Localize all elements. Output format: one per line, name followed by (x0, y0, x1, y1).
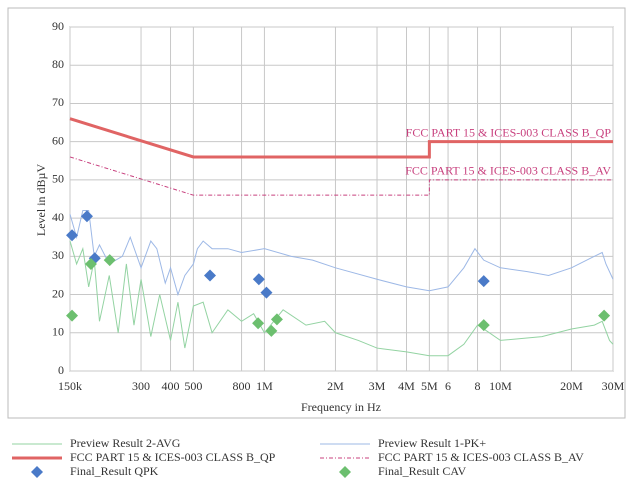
x-axis-label: Frequency in Hz (301, 400, 381, 414)
marker (265, 324, 278, 337)
y-tick-label: 60 (52, 133, 64, 147)
marker (477, 275, 490, 288)
limit-label: FCC PART 15 & ICES-003 CLASS B_QP (406, 125, 612, 139)
y-tick-label: 40 (52, 210, 64, 224)
y-tick-label: 50 (52, 172, 64, 186)
marker (103, 254, 116, 267)
marker (204, 269, 217, 282)
x-tick-label: 500 (184, 379, 202, 393)
y-axis-label: Level in dBµV (34, 164, 48, 237)
x-tick-label: 1M (256, 379, 273, 393)
x-tick-label: 4M (398, 379, 415, 393)
legend-label: Final_Result CAV (378, 464, 466, 478)
x-tick-label: 2M (327, 379, 344, 393)
y-tick-label: 80 (52, 57, 64, 71)
legend-marker (339, 466, 351, 478)
x-tick-label: 10M (489, 379, 512, 393)
x-tick-label: 3M (369, 379, 386, 393)
limit-label: FCC PART 15 & ICES-003 CLASS B_AV (405, 164, 611, 178)
x-tick-label: 8 (475, 379, 481, 393)
series-line (69, 156, 613, 196)
series-line (69, 209, 614, 297)
x-tick-label: 800 (233, 379, 251, 393)
marker (66, 229, 79, 242)
x-tick-label: 6 (445, 379, 451, 393)
legend-label: Preview Result 2-AVG (70, 436, 181, 450)
x-tick-label: 400 (162, 379, 180, 393)
legend-label: FCC PART 15 & ICES-003 CLASS B_QP (70, 450, 276, 464)
legend-marker (31, 466, 43, 478)
plot-area (69, 26, 614, 372)
y-tick-label: 70 (52, 95, 64, 109)
marker (252, 273, 265, 286)
x-tick-label: 5M (421, 379, 438, 393)
y-tick-label: 20 (52, 286, 64, 300)
marker (252, 317, 265, 330)
legend-label: Final_Result QPK (70, 464, 159, 478)
y-tick-label: 10 (52, 325, 64, 339)
chart-frame (7, 7, 626, 419)
marker (80, 210, 93, 223)
marker (270, 313, 283, 326)
marker (260, 286, 273, 299)
y-tick-label: 0 (58, 363, 64, 377)
x-tick-label: 20M (560, 379, 583, 393)
marker (477, 319, 490, 332)
x-tick-label: 300 (132, 379, 150, 393)
marker (598, 309, 611, 322)
series-line (69, 117, 613, 159)
marker (66, 309, 79, 322)
legend-label: Preview Result 1-PK+ (378, 436, 486, 450)
series-line (69, 240, 614, 357)
y-tick-label: 90 (52, 19, 64, 33)
x-tick-label: 30M (602, 379, 625, 393)
x-tick-label: 150k (58, 379, 82, 393)
legend-label: FCC PART 15 & ICES-003 CLASS B_AV (378, 450, 584, 464)
y-tick-label: 30 (52, 248, 64, 262)
marker (84, 257, 97, 270)
